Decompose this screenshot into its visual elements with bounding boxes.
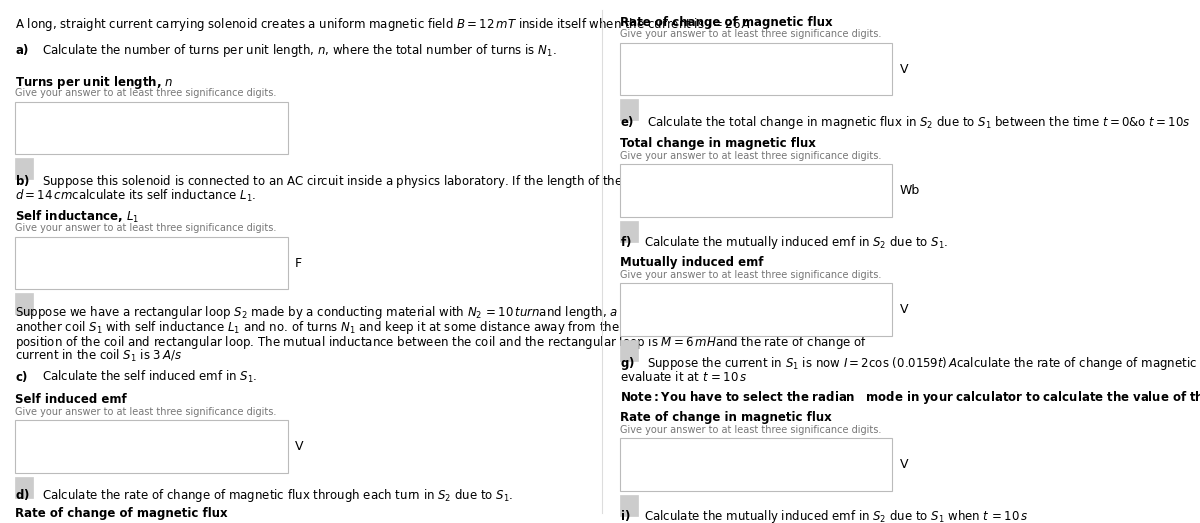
Text: evaluate it at $t\, = 10\,s$: evaluate it at $t\, = 10\,s$	[620, 370, 748, 384]
Text: Suppose this solenoid is connected to an AC circuit inside a physics laboratory.: Suppose this solenoid is connected to an…	[42, 173, 860, 190]
Text: $\mathbf{a)}$: $\mathbf{a)}$	[14, 42, 29, 57]
FancyBboxPatch shape	[620, 340, 638, 361]
Text: $\mathbf{d)}$: $\mathbf{d)}$	[14, 487, 30, 503]
FancyBboxPatch shape	[620, 221, 638, 242]
Text: $\mathbf{g)}$: $\mathbf{g)}$	[620, 355, 635, 372]
FancyBboxPatch shape	[14, 293, 32, 314]
FancyBboxPatch shape	[620, 495, 638, 516]
Text: position of the coil and rectangular loop. The mutual inductance between the coi: position of the coil and rectangular loo…	[14, 334, 868, 351]
Text: $\mathbf{i)}$: $\mathbf{i)}$	[620, 508, 631, 523]
Text: Give your answer to at least three significance digits.: Give your answer to at least three signi…	[620, 425, 882, 435]
Text: Give your answer to at least three significance digits.: Give your answer to at least three signi…	[620, 270, 882, 280]
Text: Give your answer to at least three significance digits.: Give your answer to at least three signi…	[620, 29, 882, 39]
Text: Rate of change of magnetic flux: Rate of change of magnetic flux	[14, 507, 228, 520]
Text: Calculate the mutually induced emf in $S_2$ due to $S_1$ when $t\, = 10\,s$: Calculate the mutually induced emf in $S…	[644, 508, 1028, 523]
Text: Calculate the mutually induced emf in $S_2$ due to $S_1$.: Calculate the mutually induced emf in $S…	[644, 234, 948, 252]
Text: Rate of change of magnetic flux: Rate of change of magnetic flux	[620, 16, 833, 29]
Text: F: F	[295, 257, 302, 269]
Text: V: V	[295, 440, 304, 453]
Text: another coil $S_1$ with self inductance $L_1$ and no. of turns $N_1$ and keep it: another coil $S_1$ with self inductance …	[14, 319, 892, 336]
Text: Wb: Wb	[900, 184, 919, 197]
Text: $\mathbf{b)}$: $\mathbf{b)}$	[14, 173, 30, 188]
Text: Give your answer to at least three significance digits.: Give your answer to at least three signi…	[620, 151, 882, 161]
Text: V: V	[900, 63, 908, 75]
Text: Give your answer to at least three significance digits.: Give your answer to at least three signi…	[14, 223, 276, 233]
Text: Self induced emf: Self induced emf	[14, 393, 127, 406]
Text: $\bf{Note: You\ have\ to\ select\ the\ radian}$   $\bf{mode\ in\ your\ calculato: $\bf{Note: You\ have\ to\ select\ the\ r…	[620, 389, 1200, 406]
Text: Turns per unit length, $n$: Turns per unit length, $n$	[14, 74, 173, 92]
FancyBboxPatch shape	[14, 237, 288, 289]
Text: current in the coil $S_1$ is $3\,A/s$: current in the coil $S_1$ is $3\,A/s$	[14, 348, 182, 365]
Text: $\mathbf{c)}$: $\mathbf{c)}$	[14, 369, 28, 384]
FancyBboxPatch shape	[14, 102, 288, 154]
FancyBboxPatch shape	[14, 420, 288, 473]
Text: Calculate the total change in magnetic flux in $S_2$ due to $S_1$ between the ti: Calculate the total change in magnetic f…	[647, 114, 1190, 131]
FancyBboxPatch shape	[620, 283, 893, 336]
Text: Self inductance, $L_1$: Self inductance, $L_1$	[14, 209, 139, 225]
Text: $\mathbf{e)}$: $\mathbf{e)}$	[620, 114, 635, 129]
Text: Total change in magnetic flux: Total change in magnetic flux	[620, 137, 816, 150]
Text: V: V	[900, 458, 908, 471]
Text: V: V	[900, 303, 908, 316]
Text: $\mathbf{f)}$: $\mathbf{f)}$	[620, 234, 631, 249]
FancyBboxPatch shape	[14, 477, 32, 498]
FancyBboxPatch shape	[620, 99, 638, 120]
Text: Suppose we have a rectangular loop $S_2$ made by a conducting material with $N_2: Suppose we have a rectangular loop $S_2$…	[14, 304, 865, 322]
Text: Calculate the number of turns per unit length, $n$, where the total number of tu: Calculate the number of turns per unit l…	[42, 42, 556, 59]
Text: Rate of change in magnetic flux: Rate of change in magnetic flux	[620, 411, 832, 424]
Text: Calculate the self induced emf in $S_1$.: Calculate the self induced emf in $S_1$.	[42, 369, 257, 385]
Text: $d = 14\,cm$calculate its self inductance $L_1$.: $d = 14\,cm$calculate its self inductanc…	[14, 188, 256, 204]
Text: Mutually induced emf: Mutually induced emf	[620, 256, 763, 269]
Text: Suppose the current in $S_1$ is now $I = 2\cos\,(0.0159t)\,A$calculate the rate : Suppose the current in $S_1$ is now $I =…	[647, 355, 1200, 372]
FancyBboxPatch shape	[620, 438, 893, 491]
Text: Give your answer to at least three significance digits.: Give your answer to at least three signi…	[14, 88, 276, 98]
FancyBboxPatch shape	[620, 43, 893, 95]
FancyBboxPatch shape	[620, 164, 893, 217]
Text: Give your answer to at least three significance digits.: Give your answer to at least three signi…	[14, 407, 276, 417]
FancyBboxPatch shape	[14, 158, 32, 179]
Text: A long, straight current carrying solenoid creates a uniform magnetic field $B =: A long, straight current carrying soleno…	[14, 16, 751, 33]
Text: Calculate the rate of change of magnetic flux through each turn in $S_2$ due to : Calculate the rate of change of magnetic…	[42, 487, 512, 505]
